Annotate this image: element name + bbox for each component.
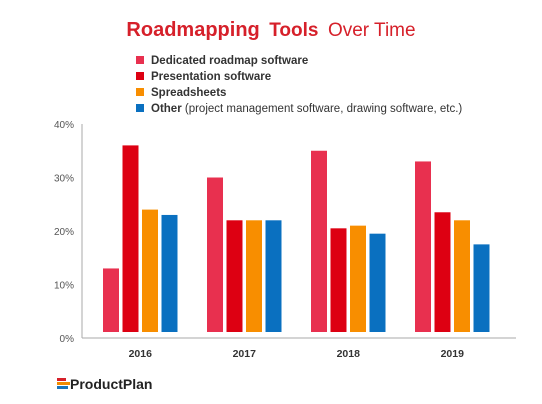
chart-title-part2: Tools [269,20,318,41]
bar [330,228,347,332]
legend-label-other: Other (project management software, draw… [151,103,462,115]
legend-item: Presentation software [136,71,271,83]
legend-swatch-spreadsheets [136,88,144,96]
x-tick-label: 2019 [441,348,465,360]
y-tick-label: 20% [54,227,74,238]
bar [226,220,243,332]
legend-label-presentation: Presentation software [151,71,271,83]
y-ticks: 0% 10% 20% 30% 40% [54,120,74,345]
chart-title: Roadmapping Tools Over Time [126,19,415,41]
bar [207,177,223,332]
y-tick-label: 0% [60,334,75,345]
productplan-logo: ProductPlan [57,376,152,392]
legend-swatch-presentation [136,72,144,80]
bar [434,212,451,332]
bar [415,161,431,332]
legend-item: Dedicated roadmap software [136,55,308,67]
legend-item: Other (project management software, draw… [136,103,462,115]
x-tick-label: 2018 [337,348,361,360]
bar [369,233,386,332]
productplan-logo-text: ProductPlan [70,376,152,392]
bar [473,244,490,332]
legend-swatch-dedicated [136,56,144,64]
legend-label-dedicated: Dedicated roadmap software [151,55,308,67]
bars [103,145,490,332]
bar [350,225,366,332]
y-tick-label: 10% [54,281,74,292]
bar [142,209,158,332]
bar [161,214,178,332]
x-tick-label: 2017 [233,348,257,360]
y-tick-label: 30% [54,174,74,185]
legend: Dedicated roadmap software Presentation … [136,55,462,115]
legend-label-spreadsheets: Spreadsheets [151,87,226,99]
x-tick-label: 2016 [129,348,153,360]
chart-title-part1: Roadmapping [126,19,259,41]
x-labels: 2016 2017 2018 2019 [129,348,465,360]
bar [246,220,262,332]
y-tick-label: 40% [54,120,74,131]
bar [103,268,119,332]
bar [454,220,470,332]
productplan-logo-icon [57,378,70,389]
chart-title-part3: Over Time [328,20,416,41]
bar [265,220,282,332]
legend-swatch-other [136,104,144,112]
bar [122,145,139,332]
legend-item: Spreadsheets [136,87,226,99]
bar [311,150,327,332]
